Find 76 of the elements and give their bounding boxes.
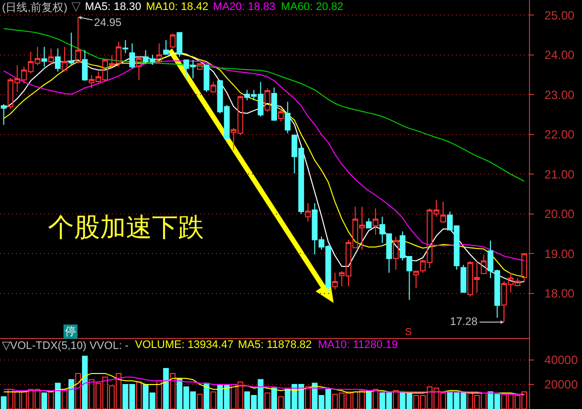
y-tick-label: 25.00 xyxy=(544,8,575,22)
candlestick xyxy=(392,236,399,270)
bar xyxy=(62,388,68,409)
candlestick xyxy=(305,202,311,222)
line-series xyxy=(3,376,525,396)
bar xyxy=(392,390,399,409)
candlestick xyxy=(210,81,216,92)
candlestick xyxy=(264,88,270,112)
bar xyxy=(163,368,169,409)
bar xyxy=(372,388,378,409)
y-tick-label: 21.00 xyxy=(544,167,575,182)
bar xyxy=(196,394,203,409)
bar xyxy=(278,396,284,409)
candlestick xyxy=(82,50,88,82)
annotation: 个股加速下跌 xyxy=(48,212,204,242)
annotation: 17.28 xyxy=(450,316,478,328)
candlestick xyxy=(196,62,203,70)
candlestick xyxy=(332,272,338,290)
annotation: S xyxy=(405,327,412,338)
bar xyxy=(0,396,7,409)
candlestick xyxy=(204,64,210,92)
bar xyxy=(156,380,162,409)
bar xyxy=(82,356,88,409)
candlestick xyxy=(0,104,7,126)
bar xyxy=(264,392,270,409)
candlestick xyxy=(41,46,48,68)
bar xyxy=(170,372,176,409)
candlestick xyxy=(366,218,372,229)
candlestick xyxy=(460,264,466,294)
candlestick xyxy=(521,253,528,282)
y-tick-label: 19.00 xyxy=(544,246,575,261)
y-tick-label: 23.00 xyxy=(544,88,575,102)
bar xyxy=(204,382,210,409)
bar xyxy=(271,388,277,409)
annotation: 24.95 xyxy=(94,17,122,29)
y-tick-label: 18.00 xyxy=(544,286,575,301)
chart-title: (日线,前复权) ▽ xyxy=(2,0,82,14)
candlestick xyxy=(480,254,487,274)
candlestick xyxy=(122,40,128,54)
candlestick xyxy=(129,42,136,69)
y-tick-label: 20000 xyxy=(544,378,578,392)
candlestick xyxy=(48,48,54,66)
candlestick xyxy=(170,32,176,50)
candlestick xyxy=(271,86,278,122)
y-tick-label: 24.00 xyxy=(544,48,575,62)
candlestick xyxy=(372,208,378,236)
candlestick xyxy=(440,201,446,224)
text: MA5: 11878.82 xyxy=(238,339,312,351)
chart-title: ▽VOL-TDX(5,10) VVOL: - xyxy=(2,340,129,352)
text: MA10: 11280.19 xyxy=(318,339,398,351)
y-tick-label: 20.00 xyxy=(544,207,575,222)
candlestick xyxy=(176,32,182,58)
candlestick xyxy=(136,56,142,80)
text: MA20: 18.83 xyxy=(213,1,276,13)
candlestick xyxy=(163,40,169,56)
y-tick-label: 40000 xyxy=(544,353,578,368)
bar xyxy=(136,382,142,409)
line-series xyxy=(3,28,525,182)
candlestick xyxy=(278,108,284,122)
candlestick xyxy=(68,32,74,66)
bar xyxy=(75,372,81,409)
annotation: VOLUME: 13934.47 xyxy=(135,339,234,351)
bar xyxy=(41,392,48,409)
annotation: 停 xyxy=(65,326,76,338)
bar xyxy=(68,379,74,409)
bar xyxy=(210,391,216,409)
candlestick xyxy=(62,46,68,72)
bar xyxy=(305,386,311,409)
candlestick xyxy=(54,48,61,72)
y-tick-label: 22.00 xyxy=(544,128,575,142)
text: MA10: 18.42 xyxy=(146,1,208,13)
text: MA60: 20.82 xyxy=(281,1,344,13)
candlestick xyxy=(284,101,291,134)
bar xyxy=(48,391,54,409)
text: MA5: 18.30 xyxy=(85,1,142,13)
candlestick xyxy=(156,42,162,64)
